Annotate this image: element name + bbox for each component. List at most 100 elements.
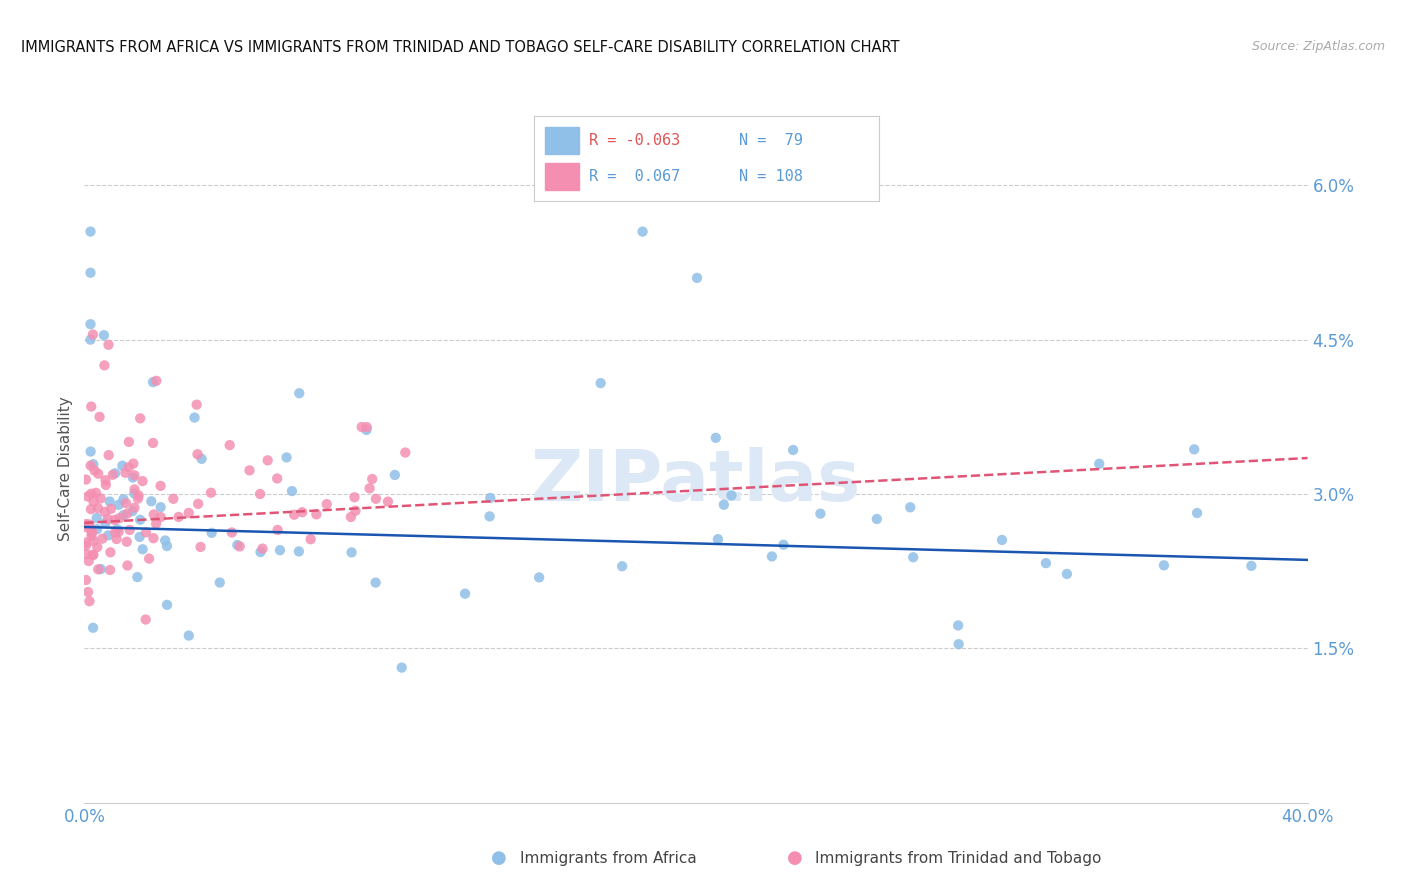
Point xyxy=(315,497,337,511)
Point xyxy=(129,411,152,425)
Point xyxy=(1153,558,1175,573)
Point xyxy=(810,507,832,521)
Point xyxy=(866,512,889,526)
Point xyxy=(105,532,128,546)
Point xyxy=(82,327,104,342)
Point xyxy=(82,548,104,562)
Point xyxy=(112,508,135,523)
Point xyxy=(190,540,212,554)
Point xyxy=(94,516,117,530)
Point xyxy=(104,525,127,540)
Point xyxy=(361,472,384,486)
Point xyxy=(238,463,260,477)
Point xyxy=(97,448,120,462)
Point xyxy=(79,444,101,458)
Text: R = -0.063: R = -0.063 xyxy=(589,133,681,148)
Point xyxy=(276,450,298,465)
Point xyxy=(149,500,172,515)
Point xyxy=(183,410,205,425)
Point xyxy=(101,467,124,482)
Point xyxy=(94,473,117,487)
Point xyxy=(100,545,122,559)
Point xyxy=(149,479,172,493)
Point xyxy=(82,534,104,549)
Point xyxy=(269,543,291,558)
Point xyxy=(112,492,135,507)
Point xyxy=(117,558,139,573)
Point xyxy=(98,494,121,508)
Point xyxy=(288,544,311,558)
Point xyxy=(394,445,416,459)
Point xyxy=(124,468,146,483)
Point xyxy=(1185,506,1208,520)
Text: IMMIGRANTS FROM AFRICA VS IMMIGRANTS FROM TRINIDAD AND TOBAGO SELF-CARE DISABILI: IMMIGRANTS FROM AFRICA VS IMMIGRANTS FRO… xyxy=(21,40,900,55)
Point xyxy=(283,508,305,522)
Point xyxy=(186,398,208,412)
Point xyxy=(167,510,190,524)
Point xyxy=(124,486,146,500)
Point xyxy=(145,516,167,531)
Point xyxy=(79,519,101,533)
Point xyxy=(1035,556,1057,570)
Point xyxy=(177,506,200,520)
Text: R =  0.067: R = 0.067 xyxy=(589,169,681,184)
Point xyxy=(114,466,136,480)
Y-axis label: Self-Care Disability: Self-Care Disability xyxy=(58,396,73,541)
Point xyxy=(156,598,179,612)
Point xyxy=(340,545,363,559)
Point xyxy=(94,505,117,519)
Point xyxy=(340,510,363,524)
Point xyxy=(1088,457,1111,471)
Point xyxy=(281,484,304,499)
Point xyxy=(128,530,150,544)
Point xyxy=(80,487,103,501)
Point xyxy=(77,517,100,532)
Point xyxy=(142,375,165,389)
Text: Source: ZipAtlas.com: Source: ZipAtlas.com xyxy=(1251,40,1385,54)
Point xyxy=(200,485,222,500)
Point xyxy=(75,547,97,561)
Point xyxy=(79,225,101,239)
Point xyxy=(364,575,387,590)
Point xyxy=(190,451,212,466)
Point xyxy=(948,637,970,651)
Point xyxy=(105,522,128,536)
Point xyxy=(115,534,138,549)
Point xyxy=(177,629,200,643)
Point xyxy=(82,457,104,471)
Point xyxy=(76,490,98,504)
Point xyxy=(118,523,141,537)
Point xyxy=(90,491,112,506)
Point xyxy=(77,554,100,568)
Point xyxy=(226,538,249,552)
Point xyxy=(479,491,502,505)
Point xyxy=(1182,442,1205,457)
Point xyxy=(720,488,742,502)
Point xyxy=(356,423,378,437)
Point xyxy=(107,524,129,539)
Point xyxy=(156,539,179,553)
Bar xyxy=(544,162,579,190)
Point xyxy=(77,585,100,599)
Text: N = 108: N = 108 xyxy=(740,169,803,184)
Point xyxy=(118,460,141,475)
Point xyxy=(299,532,322,546)
Point xyxy=(79,458,101,473)
Point xyxy=(104,467,127,481)
Point xyxy=(93,328,115,343)
Point xyxy=(364,491,387,506)
Point xyxy=(707,532,730,546)
Point xyxy=(79,333,101,347)
Point xyxy=(111,458,134,473)
Point xyxy=(713,498,735,512)
Point xyxy=(115,496,138,510)
Point xyxy=(86,522,108,536)
Point xyxy=(761,549,783,564)
Point xyxy=(142,508,165,522)
Point xyxy=(87,562,110,576)
Point xyxy=(384,467,406,482)
Point xyxy=(82,548,104,562)
Point xyxy=(131,474,153,488)
Point xyxy=(343,490,366,504)
Point xyxy=(75,517,97,532)
